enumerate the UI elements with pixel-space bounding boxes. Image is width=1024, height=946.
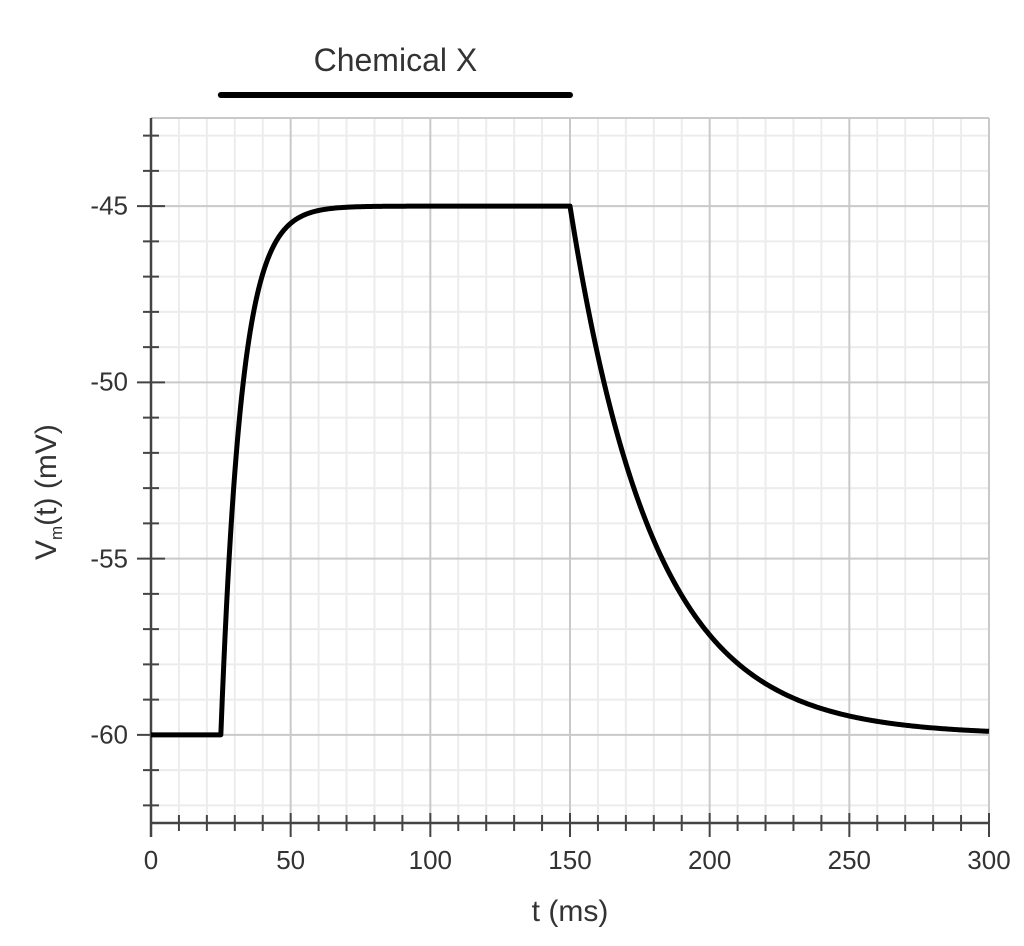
x-tick-label: 50 — [276, 845, 306, 875]
y-tick-label: -50 — [90, 366, 128, 397]
x-tick-label: 300 — [967, 845, 1011, 875]
y-tick-label: -60 — [90, 719, 128, 750]
x-tick-label: 150 — [548, 845, 592, 875]
y-axis-label-rest: (t) (mV) — [30, 424, 63, 526]
y-axis-label-subscript: m — [47, 525, 66, 540]
x-tick-label: 0 — [143, 845, 159, 875]
axis-ticks — [137, 134, 990, 837]
y-axis-label: Vm(t) (mV) — [30, 424, 67, 560]
y-tick-label: -55 — [90, 543, 128, 574]
membrane-potential-line — [149, 203, 991, 738]
y-axis-label-main: V — [30, 539, 63, 560]
x-tick-label: 250 — [827, 845, 872, 875]
y-tick-label: -45 — [90, 190, 128, 221]
x-tick-label: 100 — [408, 845, 453, 875]
chemical-x-label: Chemical X — [313, 42, 478, 78]
x-tick-label: 200 — [687, 845, 732, 875]
x-axis-label: t (ms) — [531, 895, 609, 928]
